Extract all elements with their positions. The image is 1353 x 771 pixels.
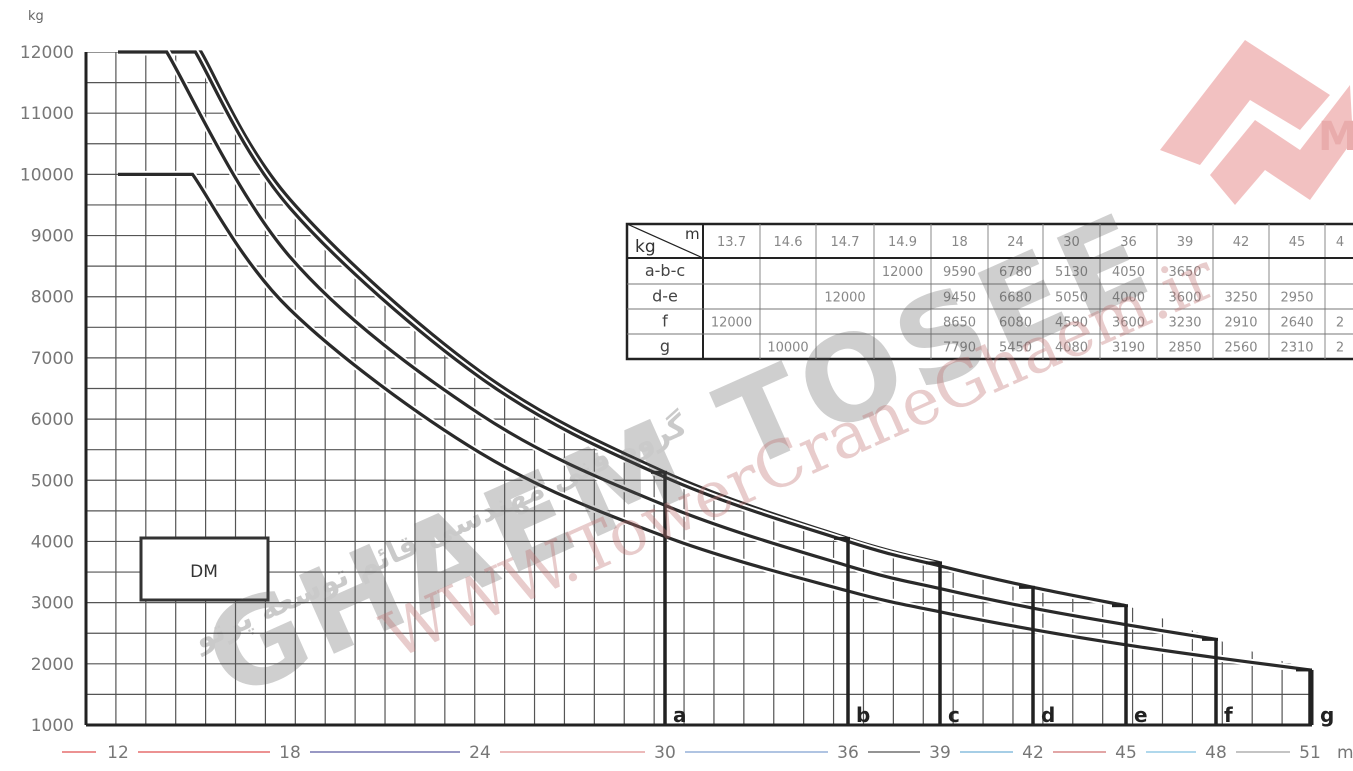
x-tick-label: 12 <box>107 743 129 763</box>
x-tick-label: 48 <box>1205 743 1227 763</box>
jib-label-c: c <box>948 703 960 727</box>
y-tick-label: 2000 <box>31 655 74 675</box>
table-cell: 12000 <box>711 316 752 331</box>
table-cell: 3190 <box>1112 341 1145 356</box>
table-cell: 9590 <box>943 265 976 280</box>
table-cell: 9450 <box>943 291 976 306</box>
table-cell: 12000 <box>882 265 923 280</box>
x-unit-label: m <box>1337 743 1353 763</box>
y-tick-label: 11000 <box>20 104 74 124</box>
table-cell: 4080 <box>1055 341 1088 356</box>
table-cell: 5450 <box>999 341 1032 356</box>
x-tick-label: 36 <box>837 743 859 763</box>
x-tick-label: 42 <box>1022 743 1044 763</box>
table-row-label: g <box>660 337 670 356</box>
watermark-logo: M <box>1160 40 1353 205</box>
table-cell: 6780 <box>999 265 1032 280</box>
table-row-label: a-b-c <box>645 261 685 280</box>
y-tick-label: 5000 <box>31 471 74 491</box>
y-tick-label: 4000 <box>31 532 74 552</box>
table-cell: 3650 <box>1168 265 1201 280</box>
y-unit-label: kg <box>28 9 44 24</box>
x-tick-label: 18 <box>279 743 301 763</box>
table-row-label: d-e <box>652 287 678 306</box>
x-tick-label: 30 <box>654 743 676 763</box>
x-tick-label: 24 <box>469 743 491 763</box>
table-col-header: 45 <box>1289 235 1306 250</box>
table-col-header: 14.6 <box>774 235 803 250</box>
load-table: m kg 13.7 14.6 14.7 14.9 18 24 30 36 39 42 45 4 a-b-c 1… <box>625 222 1353 361</box>
table-cell: 2 <box>1336 316 1344 331</box>
y-tick-label: 7000 <box>31 349 74 369</box>
table-cell: 6680 <box>999 291 1032 306</box>
table-corner-diagonal <box>626 223 704 259</box>
table-col-header: 4 <box>1336 235 1344 250</box>
table-col-header: 13.7 <box>717 235 746 250</box>
table-col-header: 30 <box>1063 235 1080 250</box>
table-cell: 4050 <box>1112 265 1145 280</box>
table-frame <box>625 222 1353 361</box>
jib-markers: a b c d e f g <box>651 470 1334 727</box>
table-cell: 5050 <box>1055 291 1088 306</box>
table-col-header: 14.7 <box>831 235 860 250</box>
table-corner-kg: kg <box>635 237 656 257</box>
table-cell: 2640 <box>1280 316 1313 331</box>
table-col-header: 24 <box>1007 235 1024 250</box>
table-cell: 2560 <box>1224 341 1257 356</box>
jib-label-f: f <box>1224 703 1233 727</box>
jib-label-e: e <box>1134 703 1148 727</box>
x-tick-label: 39 <box>929 743 951 763</box>
table-cell: 10000 <box>767 341 808 356</box>
table-cell: 12000 <box>824 291 865 306</box>
x-tick-label: 51 <box>1299 743 1321 763</box>
table-cell: 2310 <box>1280 341 1313 356</box>
y-tick-label: 6000 <box>31 410 74 430</box>
axes: kg 12000 11000 10000 9000 8000 7000 6000 5000 400… <box>20 9 1353 763</box>
table-cell: 3250 <box>1224 291 1257 306</box>
table-col-header: 36 <box>1120 235 1137 250</box>
table-cell: 3230 <box>1168 316 1201 331</box>
table-cell: 2 <box>1336 341 1344 356</box>
table-cell: 6080 <box>999 316 1032 331</box>
y-tick-label: 1000 <box>31 716 74 736</box>
table-col-header: 14.9 <box>888 235 917 250</box>
curve-g <box>118 172 1311 672</box>
y-tick-label: 3000 <box>31 594 74 614</box>
table-corner-m: m <box>685 225 700 243</box>
watermark-logo-text: M <box>1318 114 1353 160</box>
table-row-label: f <box>662 312 668 331</box>
jib-label-d: d <box>1041 703 1055 727</box>
curves <box>118 48 1311 674</box>
dm-label: DM <box>190 562 218 582</box>
y-tick-label: 9000 <box>31 227 74 247</box>
x-tick-label: 45 <box>1115 743 1137 763</box>
dm-box: DM <box>139 536 270 602</box>
table-cell: 5130 <box>1055 265 1088 280</box>
jib-label-g: g <box>1320 703 1334 727</box>
table-col-header: 39 <box>1177 235 1194 250</box>
table-cell: 3600 <box>1168 291 1201 306</box>
table-col-header: 18 <box>951 235 968 250</box>
curve-f <box>118 50 1217 641</box>
table-cell: 2910 <box>1224 316 1257 331</box>
y-tick-label: 12000 <box>20 43 74 63</box>
table-cell: 4000 <box>1112 291 1145 306</box>
table-cell: 2850 <box>1168 341 1201 356</box>
table-cell: 4590 <box>1055 316 1088 331</box>
table-col-header: 42 <box>1233 235 1250 250</box>
y-tick-label: 10000 <box>20 165 74 185</box>
jib-label-a: a <box>673 703 687 727</box>
table-cell: 2950 <box>1280 291 1313 306</box>
table-cell: 3600 <box>1112 316 1145 331</box>
y-tick-label: 8000 <box>31 288 74 308</box>
jib-label-b: b <box>856 703 870 727</box>
table-cell: 8650 <box>943 316 976 331</box>
table-cell: 7790 <box>943 341 976 356</box>
